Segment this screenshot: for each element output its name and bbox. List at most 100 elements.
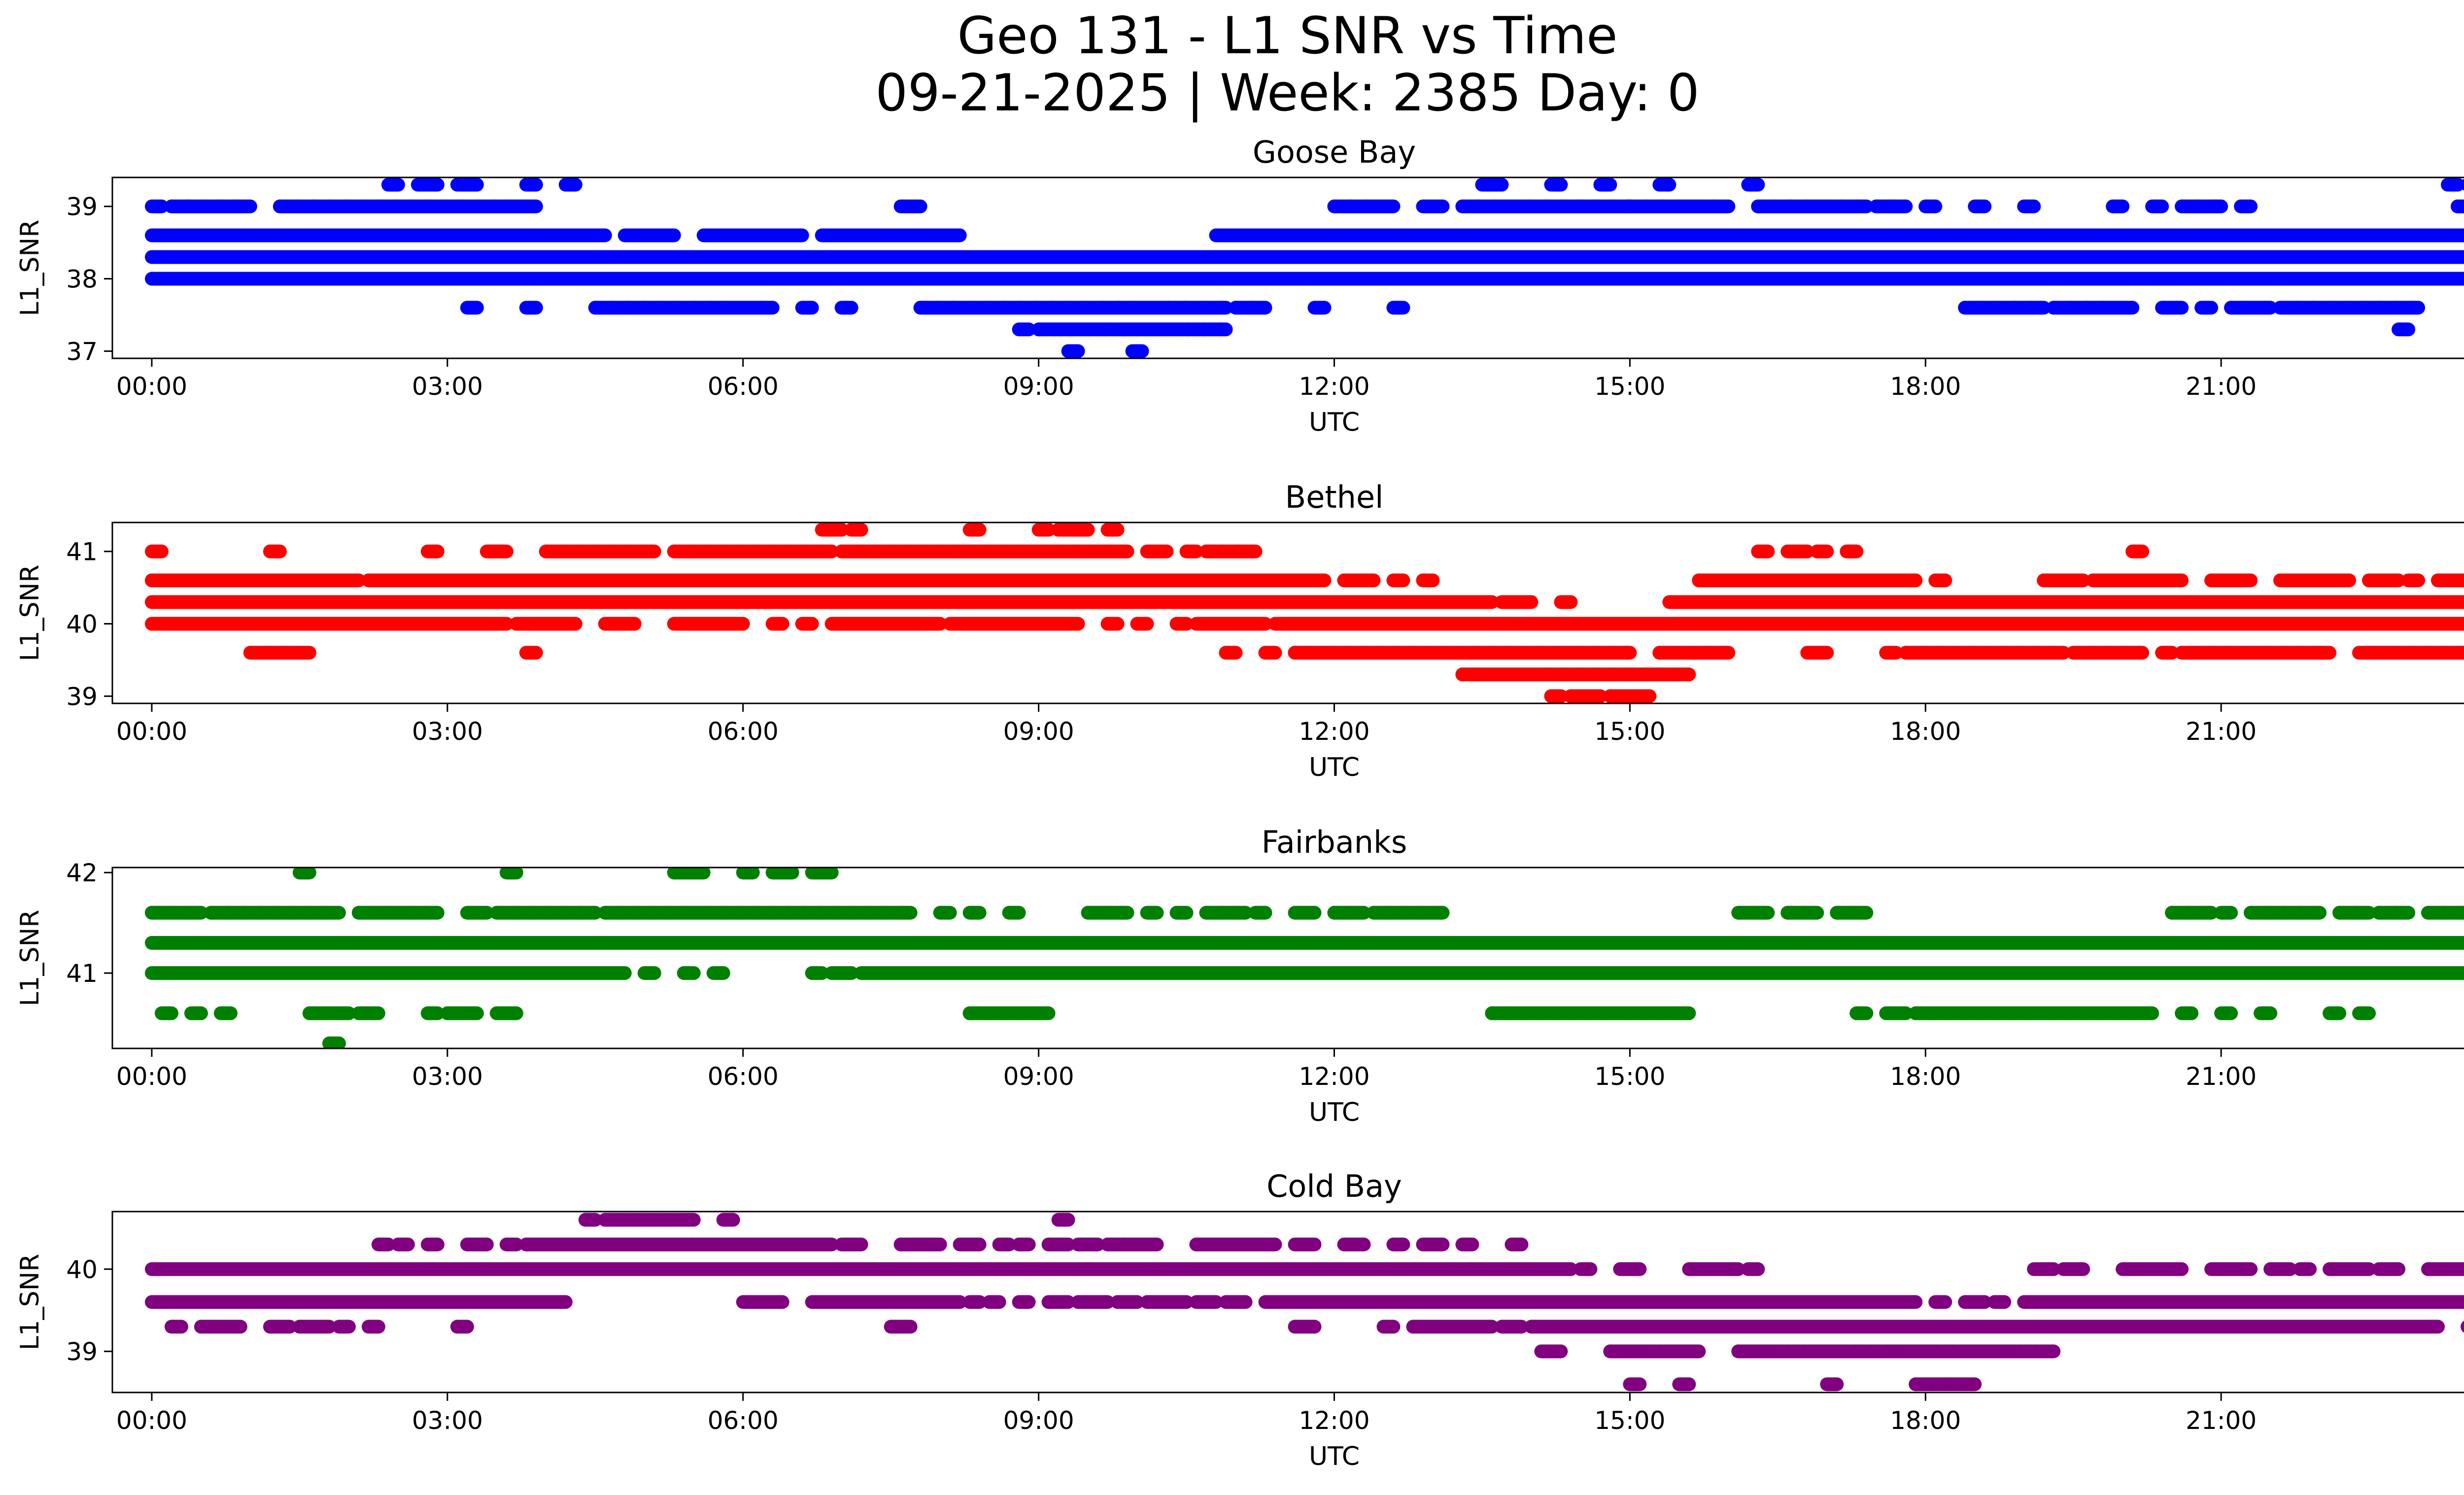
goose-bay-point (1079, 301, 1093, 315)
bethel-point (1949, 646, 1963, 660)
fairbanks-x-axis-label: UTC (1309, 1098, 1360, 1127)
bethel-point (621, 544, 636, 558)
goose-bay-point (2175, 199, 2189, 213)
goose-bay-point (164, 199, 178, 213)
fairbanks-point (1846, 905, 1860, 920)
goose-bay-point (1327, 199, 1341, 213)
fairbanks-point (1830, 905, 1844, 920)
goose-bay-point (1706, 199, 1720, 213)
goose-bay-point (930, 301, 944, 315)
goose-bay-point (2451, 199, 2464, 213)
cold-bay-point (1913, 1344, 1927, 1358)
fairbanks-point (1617, 1006, 1632, 1020)
bethel-point (2191, 646, 2205, 660)
cold-bay-point (1740, 1320, 1754, 1334)
bethel-point (1232, 544, 1246, 558)
fairbanks-point (1991, 1006, 2006, 1020)
bethel-point (2086, 573, 2100, 588)
bethel-point (1553, 646, 1567, 660)
bethel-point (261, 573, 275, 588)
goose-bay-point (1588, 199, 1602, 213)
goose-bay-point (638, 301, 652, 315)
bethel-point (1671, 667, 1685, 682)
goose-bay-point (1784, 199, 1798, 213)
bethel-point (692, 573, 707, 588)
goose-bay-point (1521, 199, 1536, 213)
goose-bay-point (1114, 322, 1129, 337)
fairbanks-point (1114, 905, 1128, 920)
bethel-point (211, 573, 225, 588)
cold-bay-point (1872, 1320, 1886, 1334)
fairbanks-point (681, 905, 695, 920)
bethel-point (825, 573, 839, 588)
fairbanks-point (1081, 905, 1095, 920)
fairbanks-point (697, 905, 712, 920)
bethel-point (276, 646, 291, 660)
bethel-point (676, 573, 690, 588)
goose-bay-point (214, 199, 228, 213)
bethel-point (544, 573, 558, 588)
bethel-point (1718, 646, 1733, 660)
cold-bay-point (1864, 1344, 1878, 1358)
cold-bay-point (2203, 1320, 2218, 1334)
bethel-point (1354, 646, 1368, 660)
goose-bay-point (704, 301, 719, 315)
bethel-point (2053, 573, 2067, 588)
fairbanks-point (813, 905, 827, 920)
goose-bay-point (1571, 199, 1585, 213)
bethel-point (1305, 573, 1320, 588)
bethel-point (799, 544, 814, 558)
bethel-point (1024, 573, 1038, 588)
fairbanks-point (2074, 1006, 2088, 1020)
bethel-point (1239, 573, 1253, 588)
bethel-point (643, 573, 657, 588)
cold-bay-point (552, 1237, 567, 1252)
cold-bay-point (2154, 1320, 2168, 1334)
cold-bay-point (1117, 1237, 1131, 1252)
fairbanks-point (2454, 905, 2464, 920)
goose-bay-point (1958, 301, 1972, 315)
bethel-point (1472, 667, 1486, 682)
bethel-point (1068, 522, 1082, 537)
goose-bay-point (1029, 301, 1043, 315)
cold-bay-point (1905, 1320, 1919, 1334)
cold-bay-x-tick-label: 03:00 (412, 1406, 483, 1435)
fairbanks-point (747, 905, 761, 920)
cold-bay-point (1189, 1237, 1203, 1252)
bethel-point (2152, 573, 2166, 588)
bethel-point (1223, 573, 1237, 588)
cold-bay-point (1963, 1344, 1977, 1358)
bethel-point (2291, 646, 2305, 660)
cold-bay-point (1206, 1237, 1220, 1252)
bethel-point (1073, 573, 1088, 588)
goose-bay-x-tick-label: 00:00 (116, 372, 187, 401)
bethel-point (1638, 667, 1652, 682)
goose-bay-point (1623, 199, 1637, 213)
goose-bay-point (2224, 301, 2238, 315)
bethel-point (1206, 573, 1220, 588)
cold-bay-point (767, 1237, 782, 1252)
cold-bay-point (2004, 1320, 2019, 1334)
goose-bay-point (996, 301, 1010, 315)
fairbanks-point (648, 905, 662, 920)
fairbanks-point (2090, 1006, 2105, 1020)
fairbanks-point (2421, 905, 2435, 920)
bethel-point (1488, 667, 1503, 682)
bethel-point (2418, 646, 2432, 660)
bethel-point (2102, 573, 2117, 588)
fairbanks-point (418, 905, 432, 920)
bethel-point (783, 544, 797, 558)
cold-bay-point (631, 1213, 645, 1227)
cold-bay-x-tick-label: 12:00 (1299, 1406, 1369, 1435)
bethel-point (1824, 573, 1839, 588)
goose-bay-point (1991, 301, 2005, 315)
bethel-point (2208, 646, 2222, 660)
cold-bay-point (893, 1237, 908, 1252)
bethel-point (1619, 646, 1633, 660)
cold-bay-point (664, 1213, 679, 1227)
fairbanks-x-tick-label: 18:00 (1890, 1062, 1961, 1091)
bethel-point (1289, 573, 1303, 588)
bethel-point (2135, 573, 2150, 588)
fairbanks-point (1667, 1006, 1681, 1020)
